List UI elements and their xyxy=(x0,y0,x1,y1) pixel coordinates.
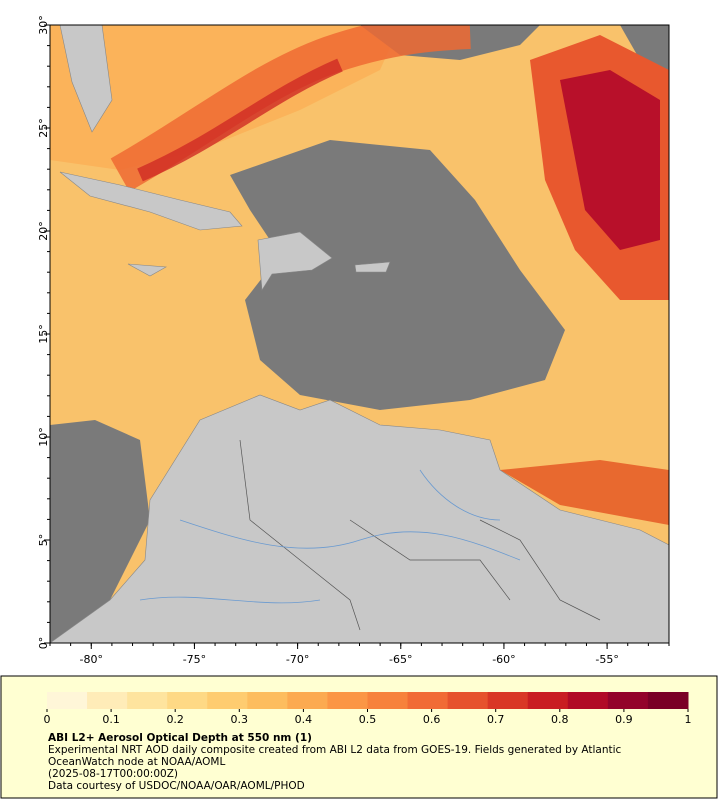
aerosol-high xyxy=(560,70,660,250)
title: ABI L2+ Aerosol Optical Depth at 550 nm … xyxy=(48,732,312,744)
y-tick-label: 5° xyxy=(37,534,50,547)
colorbar-swatch xyxy=(207,692,248,709)
colorbar-tick-label: 0 xyxy=(44,713,51,726)
colorbar-swatch xyxy=(487,692,529,709)
colorbar-swatch xyxy=(127,692,168,709)
y-tick-label: 0° xyxy=(37,637,50,650)
credit: Data courtesy of USDOC/NOAA/OAR/AOML/PHO… xyxy=(48,780,305,792)
colorbar-swatch xyxy=(567,692,609,709)
y-tick-label: 20° xyxy=(37,221,50,241)
colorbar-swatch xyxy=(447,692,489,709)
colorbar-swatch xyxy=(167,692,208,709)
colorbar-tick-label: 0.7 xyxy=(487,713,505,726)
colorbar-swatch xyxy=(87,692,128,709)
colorbar-tick-label: 0.4 xyxy=(295,713,313,726)
colorbar-swatch xyxy=(47,692,88,709)
cloud xyxy=(50,420,150,643)
x-tick-label: -65° xyxy=(389,653,412,666)
x-tick-label: -60° xyxy=(492,653,515,666)
colorbar-swatch xyxy=(367,692,409,709)
x-tick-label: -75° xyxy=(183,653,206,666)
border xyxy=(239,439,601,631)
colorbar-swatch xyxy=(287,692,328,709)
x-tick-label: -80° xyxy=(80,653,103,666)
colorbar-tick-label: 0.2 xyxy=(166,713,184,726)
cloud xyxy=(230,140,565,410)
description: Experimental NRT AOD daily composite cre… xyxy=(48,744,622,768)
y-tick-label: 10° xyxy=(37,427,50,447)
colorbar-tick-label: 0.9 xyxy=(615,713,633,726)
colorbar-tick-label: 1 xyxy=(685,713,692,726)
y-tick-label: 30° xyxy=(37,15,50,35)
y-tick-label: 25° xyxy=(37,118,50,138)
colorbar-tick-label: 0.5 xyxy=(359,713,377,726)
aerosol xyxy=(500,460,669,525)
y-tick-label: 15° xyxy=(37,324,50,344)
colorbar-tick-label: 0.8 xyxy=(551,713,569,726)
colorbar-tick-label: 0.1 xyxy=(102,713,120,726)
colorbar-swatch xyxy=(247,692,288,709)
river xyxy=(139,469,521,604)
land xyxy=(50,25,669,643)
aerosol-plume xyxy=(137,58,343,182)
colorbar-tick-label: 0.3 xyxy=(231,713,249,726)
colorbar: 0 0.1 0.2 0.3 0.4 0.5 0.6 0.7 0.8 0.9 1 xyxy=(44,692,692,726)
colorbar-tick-label: 0.6 xyxy=(423,713,441,726)
map xyxy=(50,25,669,643)
aerosol-plume xyxy=(110,25,471,192)
colorbar-swatch xyxy=(327,692,368,709)
date: (2025-08-17T00:00:00Z) xyxy=(48,768,178,780)
colorbar-swatch xyxy=(607,692,649,709)
x-tick-label: -55° xyxy=(595,653,618,666)
colorbar-swatch xyxy=(407,692,449,709)
colorbar-swatch xyxy=(527,692,569,709)
footer: ABI L2+ Aerosol Optical Depth at 550 nm … xyxy=(48,732,688,792)
x-tick-label: -70° xyxy=(286,653,309,666)
colorbar-swatch xyxy=(647,692,689,709)
